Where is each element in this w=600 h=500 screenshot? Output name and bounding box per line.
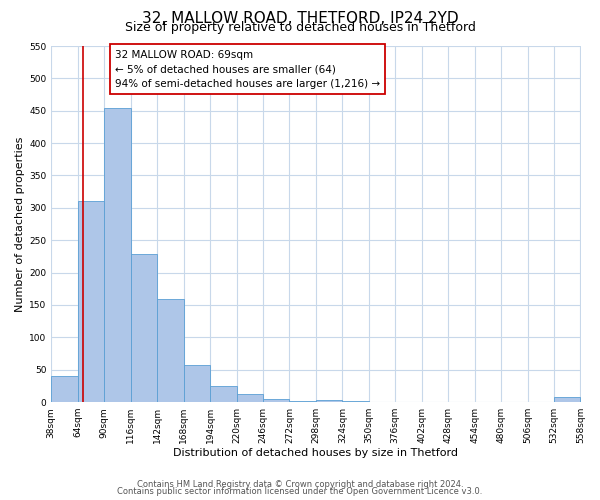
Text: Size of property relative to detached houses in Thetford: Size of property relative to detached ho… — [125, 22, 475, 35]
Bar — [78, 202, 104, 402]
Bar — [184, 364, 210, 402]
Bar — [51, 376, 78, 402]
Bar — [131, 254, 157, 402]
Bar — [157, 298, 184, 402]
Text: Contains HM Land Registry data © Crown copyright and database right 2024.: Contains HM Land Registry data © Crown c… — [137, 480, 463, 489]
Bar — [316, 400, 343, 402]
Bar — [554, 397, 580, 402]
Text: 32 MALLOW ROAD: 69sqm
← 5% of detached houses are smaller (64)
94% of semi-detac: 32 MALLOW ROAD: 69sqm ← 5% of detached h… — [115, 50, 380, 89]
Y-axis label: Number of detached properties: Number of detached properties — [15, 136, 25, 312]
X-axis label: Distribution of detached houses by size in Thetford: Distribution of detached houses by size … — [173, 448, 458, 458]
Bar — [263, 399, 289, 402]
Bar — [236, 394, 263, 402]
Bar — [104, 108, 131, 402]
Text: Contains public sector information licensed under the Open Government Licence v3: Contains public sector information licen… — [118, 487, 482, 496]
Bar — [210, 386, 236, 402]
Text: 32, MALLOW ROAD, THETFORD, IP24 2YD: 32, MALLOW ROAD, THETFORD, IP24 2YD — [142, 11, 458, 26]
